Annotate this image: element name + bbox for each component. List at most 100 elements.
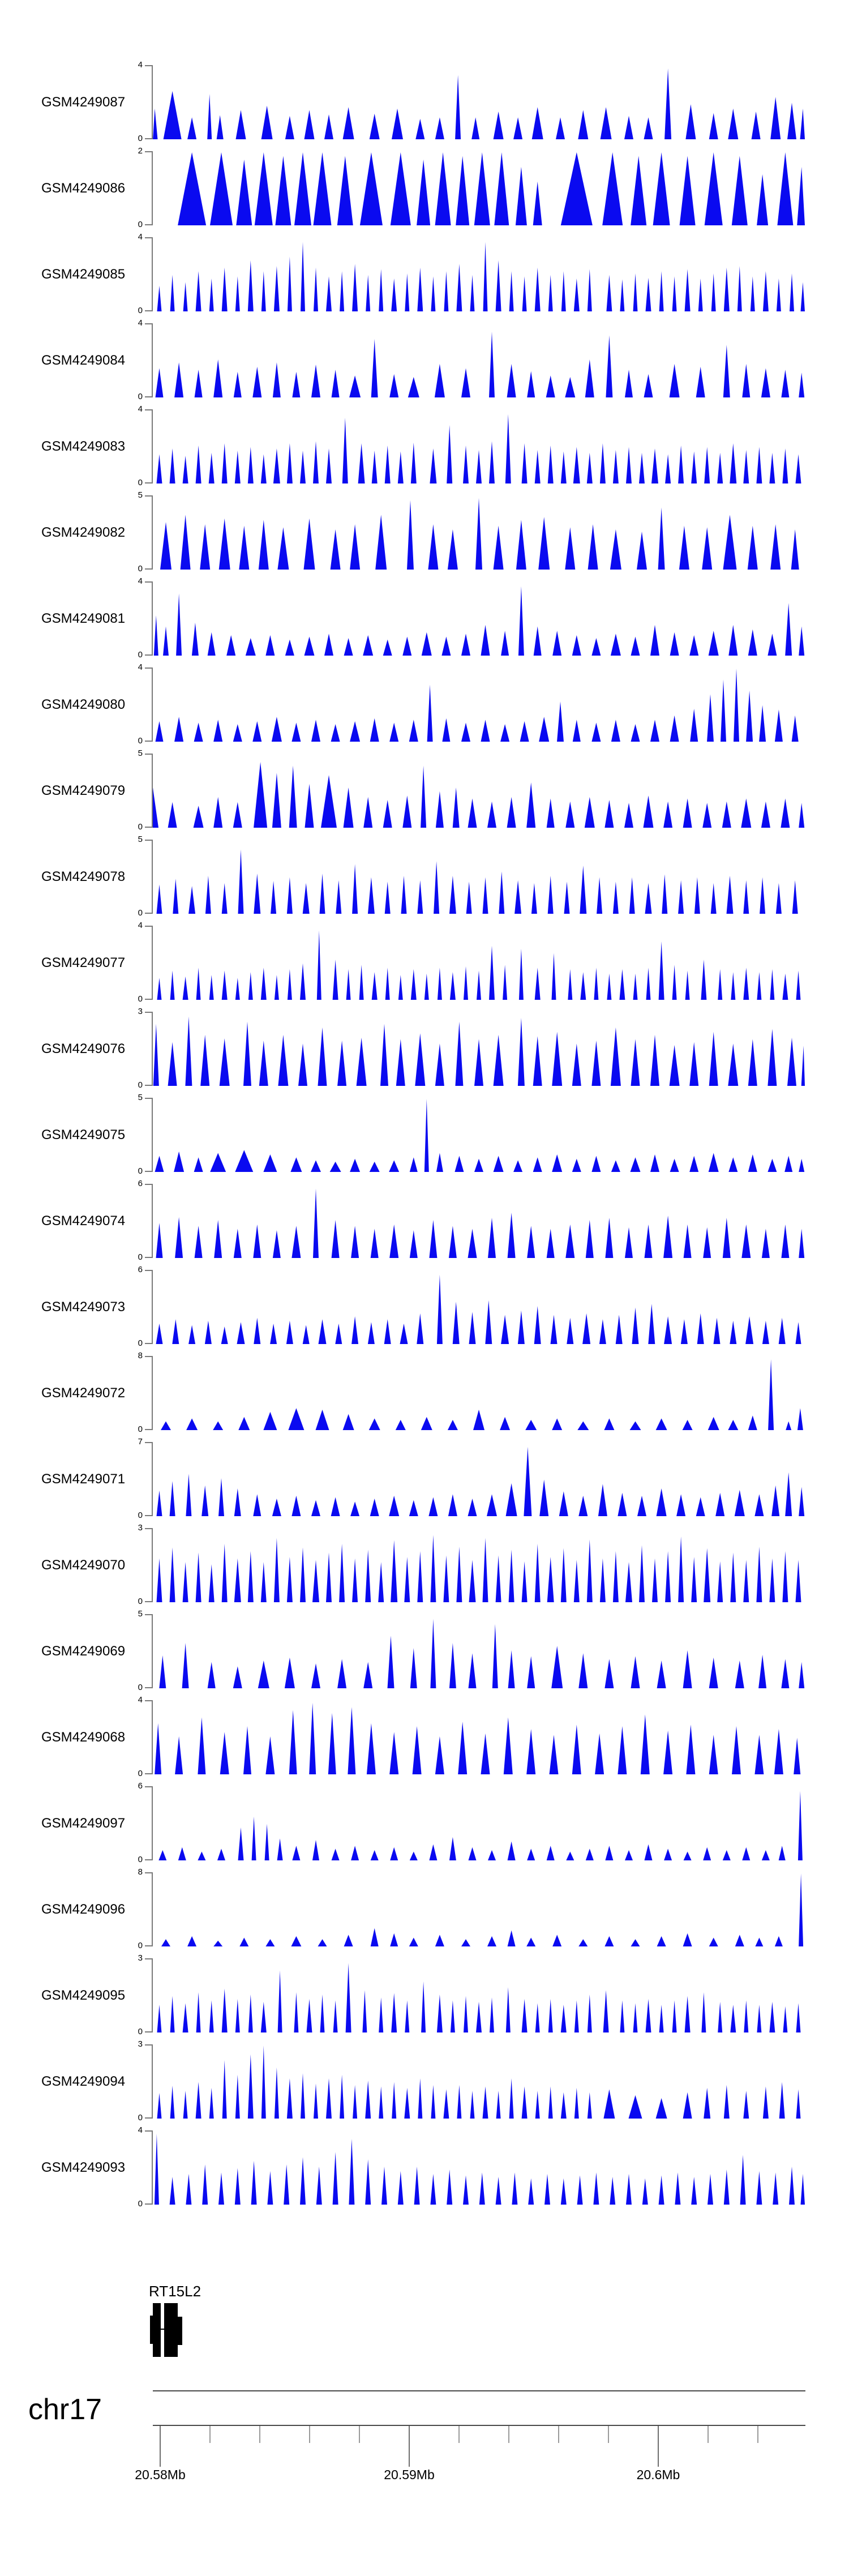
y-axis-max-label: 4 — [138, 318, 143, 328]
track-title-label: GSM4249094 — [41, 2073, 126, 2089]
axis-minor-tick — [308, 2426, 310, 2443]
track-row: GSM4249079 5 0 — [0, 749, 849, 832]
track-row: GSM4249081 4 0 — [0, 577, 849, 660]
y-axis-bottom-tick — [145, 568, 152, 570]
axis-minor-tick — [259, 2426, 260, 2443]
signal-polygon — [153, 1791, 805, 1860]
track-title-label: GSM4249095 — [41, 1987, 126, 2003]
track-title-label: GSM4249068 — [41, 1729, 126, 1745]
y-axis-zero-label: 0 — [138, 908, 143, 918]
y-axis-max-label: 4 — [138, 2125, 143, 2135]
y-axis-zero-label: 0 — [138, 1080, 143, 1090]
y-axis-bottom-tick — [145, 1945, 152, 1946]
y-axis-max-label: 5 — [138, 748, 143, 758]
axis-minor-tick — [458, 2426, 460, 2443]
axis-minor-tick — [209, 2426, 211, 2443]
y-axis-max-label: 5 — [138, 835, 143, 844]
y-axis-zero-label: 0 — [138, 564, 143, 574]
y-axis-line — [152, 2044, 153, 2119]
y-axis-line — [152, 1528, 153, 1602]
y-axis-bottom-tick — [145, 2117, 152, 2119]
y-axis-line — [152, 1442, 153, 1516]
y-axis-line — [152, 581, 153, 656]
track-row: GSM4249069 5 0 — [0, 1610, 849, 1692]
y-axis-top-tick — [145, 1700, 152, 1701]
y-axis-max-label: 3 — [138, 1523, 143, 1533]
signal-area-plot — [153, 1359, 805, 1430]
track-row: GSM4249094 3 0 — [0, 2040, 849, 2123]
axis-minor-tick — [707, 2426, 709, 2443]
y-axis-line — [152, 1270, 153, 1344]
y-axis-zero-label: 0 — [138, 1941, 143, 1950]
track-row: GSM4249095 3 0 — [0, 1954, 849, 2036]
y-axis-top-tick — [145, 1356, 152, 1357]
y-axis-top-tick — [145, 1270, 152, 1271]
signal-area-plot — [153, 68, 805, 139]
y-axis-zero-label: 0 — [138, 994, 143, 1004]
y-axis-zero-label: 0 — [138, 1252, 143, 1262]
signal-area-plot — [153, 331, 805, 397]
signal-area-plot — [153, 1535, 805, 1602]
signal-area-plot — [153, 669, 805, 742]
y-axis-bottom-tick — [145, 482, 152, 483]
track-row: GSM4249071 7 0 — [0, 1437, 849, 1520]
y-axis-line — [152, 409, 153, 483]
y-axis-max-label: 2 — [138, 146, 143, 156]
track-row: GSM4249084 4 0 — [0, 319, 849, 401]
y-axis-bottom-tick — [145, 913, 152, 914]
signal-polygon — [153, 1702, 805, 1774]
track-title-label: GSM4249072 — [41, 1385, 126, 1401]
signal-polygon — [153, 1873, 805, 1946]
y-axis-bottom-tick — [145, 1859, 152, 1860]
track-title-label: GSM4249073 — [41, 1299, 126, 1315]
y-axis-max-label: 8 — [138, 1351, 143, 1360]
signal-polygon — [153, 849, 805, 914]
track-row: GSM4249097 6 0 — [0, 1782, 849, 1864]
axis-baseline — [153, 2425, 805, 2426]
signal-polygon — [153, 586, 805, 656]
axis-major-tick — [409, 2426, 410, 2467]
signal-area-plot — [153, 1188, 805, 1258]
track-row: GSM4249073 6 0 — [0, 1265, 849, 1348]
track-row: GSM4249083 4 0 — [0, 405, 849, 487]
track-title-label: GSM4249086 — [41, 180, 126, 196]
y-axis-top-tick — [145, 1184, 152, 1185]
y-axis-line — [152, 237, 153, 311]
y-axis-line — [152, 1356, 153, 1430]
y-axis-top-tick — [145, 323, 152, 324]
y-axis-zero-label: 0 — [138, 2027, 143, 2036]
y-axis-bottom-tick — [145, 999, 152, 1000]
y-axis-line — [152, 151, 153, 225]
signal-area-plot — [153, 498, 805, 570]
y-axis-top-tick — [145, 1528, 152, 1529]
y-axis-top-tick — [145, 237, 152, 238]
y-axis-line — [152, 840, 153, 914]
y-axis-max-label: 6 — [138, 1179, 143, 1188]
y-axis-max-label: 4 — [138, 1695, 143, 1705]
y-axis-zero-label: 0 — [138, 2199, 143, 2209]
y-axis-top-tick — [145, 581, 152, 583]
y-axis-line — [152, 495, 153, 570]
y-axis-max-label: 5 — [138, 1609, 143, 1619]
track-title-label: GSM4249093 — [41, 2159, 126, 2175]
y-axis-bottom-tick — [145, 310, 152, 311]
track-title-label: GSM4249071 — [41, 1471, 126, 1487]
signal-polygon — [153, 414, 805, 483]
y-axis-zero-label: 0 — [138, 1855, 143, 1864]
signal-area-plot — [153, 1099, 805, 1172]
track-row: GSM4249075 5 0 — [0, 1093, 849, 1176]
y-axis-line — [152, 1012, 153, 1086]
track-title-label: GSM4249083 — [41, 438, 126, 454]
y-axis-zero-label: 0 — [138, 1166, 143, 1176]
signal-area-plot — [153, 1016, 805, 1086]
track-row: GSM4249086 2 0 — [0, 147, 849, 229]
y-axis-bottom-tick — [145, 1171, 152, 1172]
y-axis-line — [152, 1098, 153, 1172]
y-axis-zero-label: 0 — [138, 822, 143, 832]
y-axis-max-label: 4 — [138, 576, 143, 586]
signal-polygon — [153, 1188, 805, 1258]
track-row: GSM4249078 5 0 — [0, 835, 849, 918]
chromosome-label: chr17 — [28, 2393, 102, 2426]
track-row: GSM4249070 3 0 — [0, 1524, 849, 1606]
track-row: GSM4249087 4 0 — [0, 61, 849, 143]
